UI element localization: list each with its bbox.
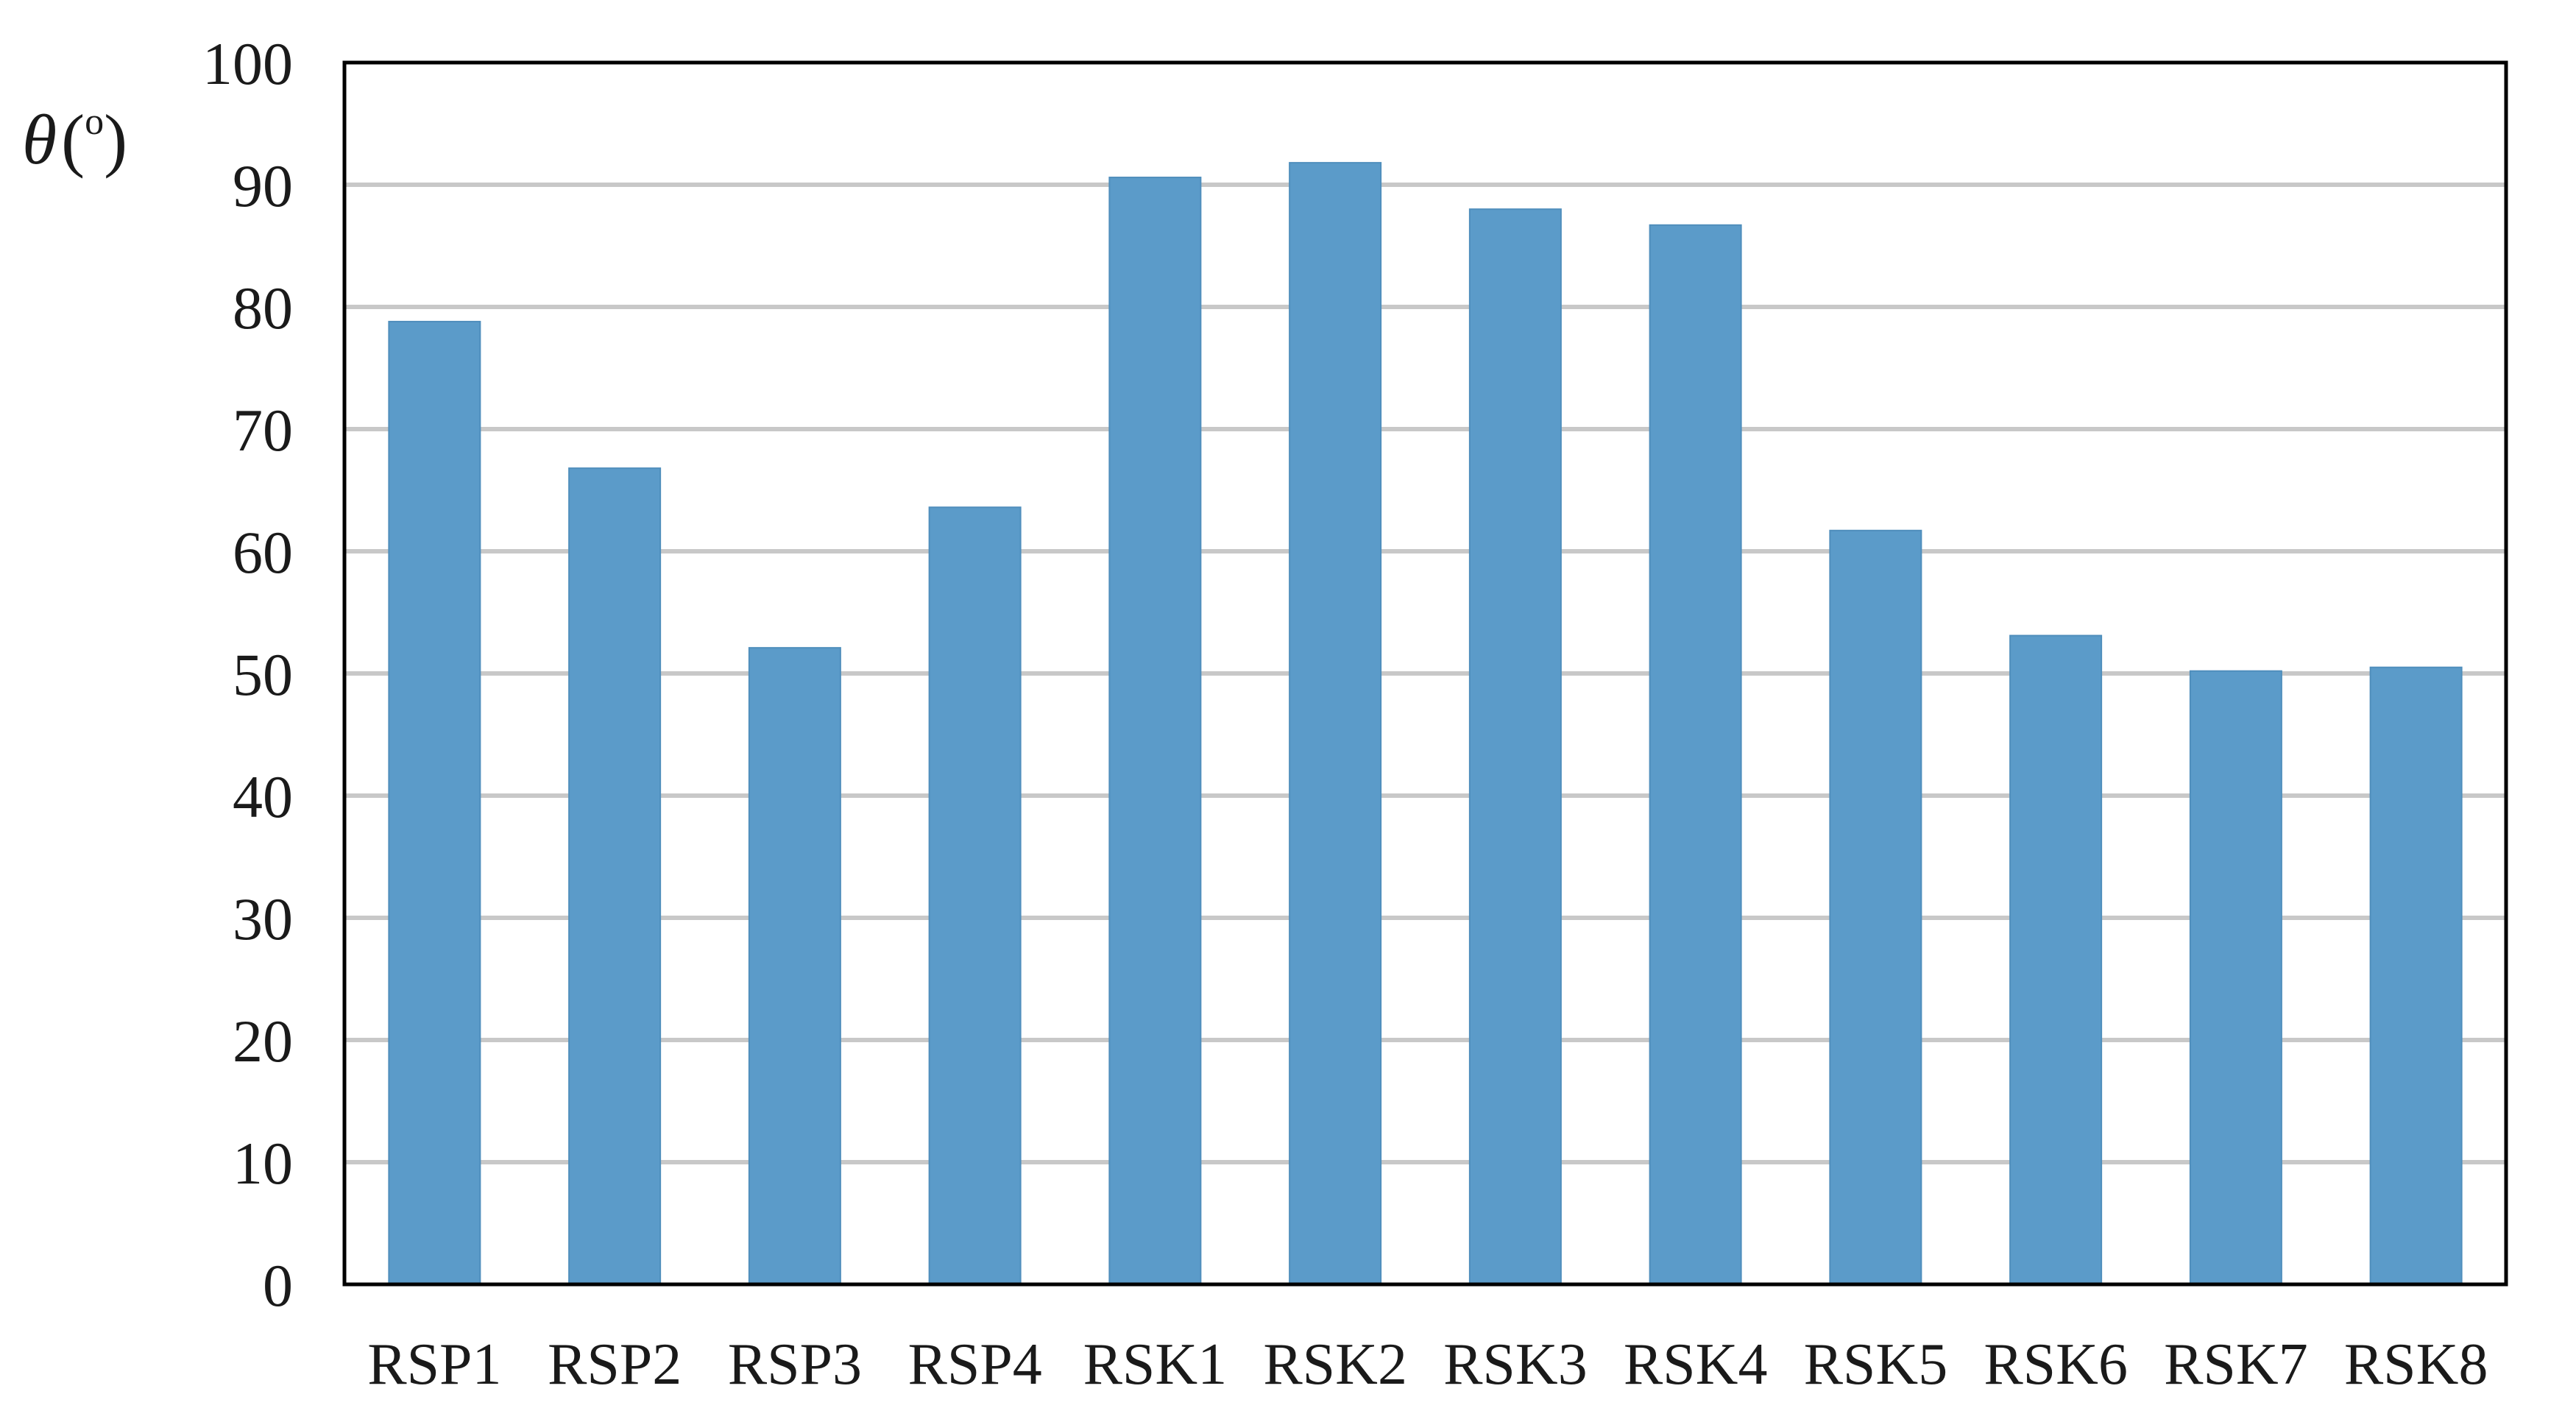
- x-tick-label-rsk1: RSK1: [1083, 1332, 1228, 1397]
- x-tick-label-rsp4: RSP4: [907, 1332, 1041, 1397]
- gridlines: [344, 183, 2506, 1164]
- y-axis-title: θ(o): [22, 100, 127, 179]
- y-tick-label: 0: [263, 1252, 293, 1319]
- bar-rsk7: [2189, 670, 2282, 1285]
- bar-rsp1: [388, 320, 481, 1285]
- gridline-30: [344, 916, 2506, 920]
- y-tick-label: 80: [233, 275, 293, 342]
- gridline-20: [344, 1038, 2506, 1042]
- x-tick-label-rsk8: RSK8: [2344, 1332, 2488, 1397]
- bars: [388, 162, 2463, 1286]
- y-tick-label: 60: [233, 519, 293, 586]
- y-tick-label: 100: [202, 30, 293, 97]
- y-tick-label: 10: [233, 1130, 293, 1197]
- y-axis-close-paren: ): [104, 100, 127, 179]
- bar-rsk2: [1289, 162, 1382, 1285]
- y-tick-label: 90: [233, 152, 293, 219]
- x-tick-label-rsk3: RSK3: [1443, 1332, 1588, 1397]
- bar-rsk4: [1649, 224, 1742, 1285]
- y-axis-symbol: θ: [22, 100, 57, 179]
- x-tick-label-rsk2: RSK2: [1263, 1332, 1407, 1397]
- gridline-80: [344, 305, 2506, 309]
- bar-rsk5: [1829, 529, 1922, 1285]
- x-tick-label-rsp3: RSP3: [728, 1332, 862, 1397]
- y-tick-label: 70: [233, 397, 293, 464]
- plot-frame: [342, 60, 2508, 1287]
- x-tick-label-rsk5: RSK5: [1804, 1332, 1948, 1397]
- x-tick-label-rsk6: RSK6: [1984, 1332, 2128, 1397]
- bar-rsp2: [568, 467, 662, 1285]
- y-axis-tick-labels: 0 10 20 30 40 50 60 70 80 90 100: [202, 30, 293, 1319]
- y-tick-label: 20: [233, 1008, 293, 1075]
- gridline-60: [344, 549, 2506, 553]
- bar-rsp4: [928, 506, 1022, 1285]
- y-tick-label: 50: [233, 641, 293, 708]
- bar-rsk8: [2369, 666, 2463, 1285]
- bar-rsk1: [1108, 177, 1202, 1285]
- y-tick-label: 40: [233, 763, 293, 830]
- x-tick-label-rsk4: RSK4: [1624, 1332, 1768, 1397]
- x-tick-label-rsk7: RSK7: [2164, 1332, 2308, 1397]
- gridline-10: [344, 1160, 2506, 1164]
- y-axis-open-paren: (: [61, 100, 85, 179]
- x-tick-label-rsp2: RSP2: [548, 1332, 682, 1397]
- gridline-70: [344, 427, 2506, 431]
- x-tick-label-rsp1: RSP1: [367, 1332, 501, 1397]
- bar-rsk3: [1468, 208, 1562, 1286]
- gridline-50: [344, 671, 2506, 676]
- gridline-40: [344, 793, 2506, 798]
- bar-rsk6: [2009, 634, 2103, 1285]
- y-tick-label: 30: [233, 885, 293, 952]
- gridline-90: [344, 183, 2506, 187]
- y-axis-unit: o: [85, 101, 104, 143]
- x-axis-category-labels: RSP1 RSP2 RSP3 RSP4 RSK1 RSK2 RSK3 RSK4 RSK5 RSK6…: [367, 1332, 2488, 1397]
- bar-rsp3: [748, 647, 841, 1285]
